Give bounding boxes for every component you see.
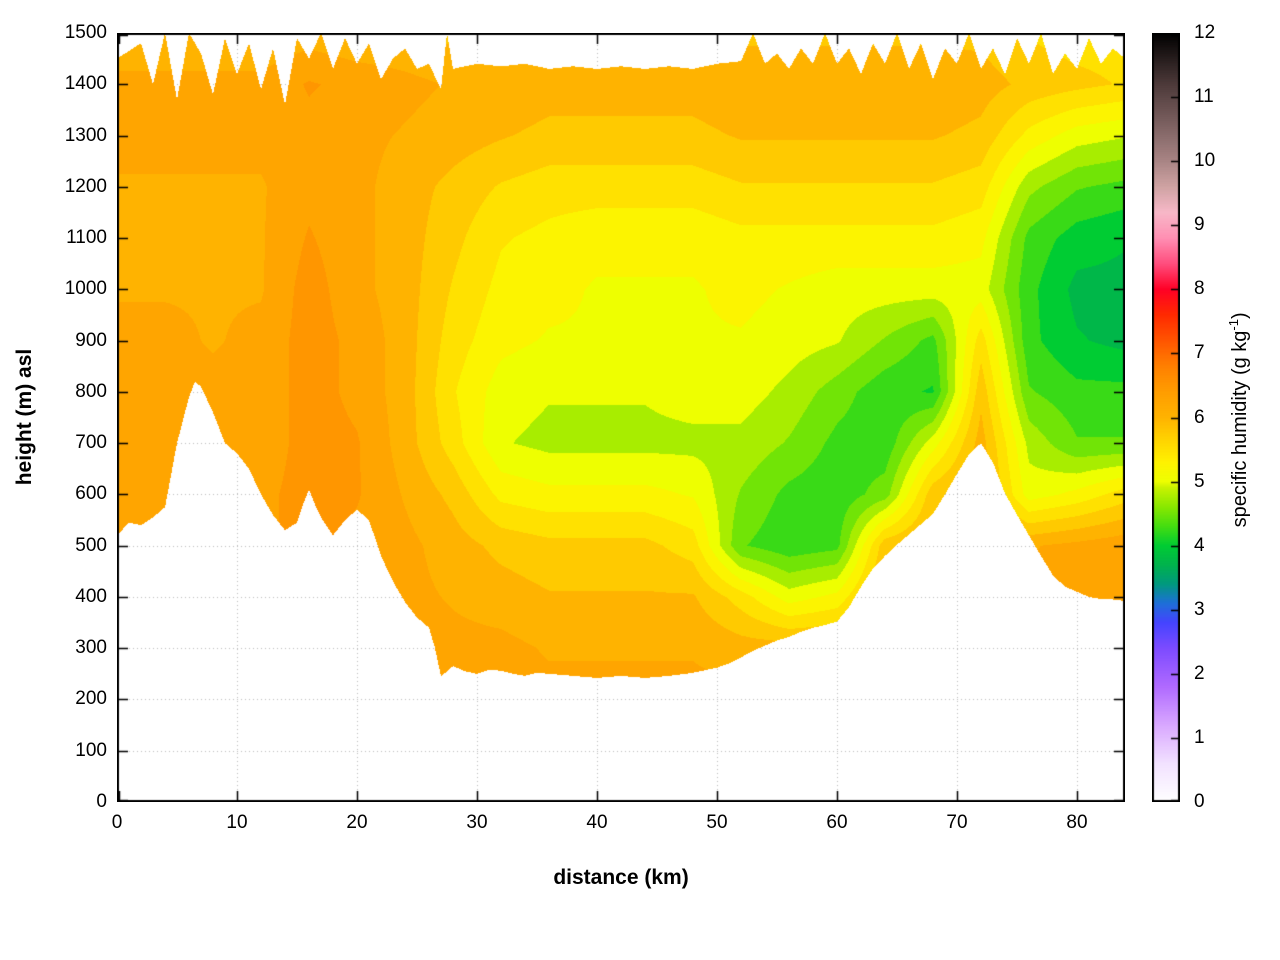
y-tick-label: 100 — [75, 739, 107, 761]
contour-heatmap-canvas — [117, 33, 1125, 802]
colorbar-tick-label: 11 — [1194, 86, 1214, 108]
y-axis-title: height (m) asl — [13, 348, 36, 486]
x-tick-label: 40 — [586, 812, 608, 833]
colorbar-tick-label: 10 — [1194, 150, 1216, 172]
colorbar-tick-label: 12 — [1194, 22, 1216, 43]
colorbar-tick-label: 3 — [1194, 598, 1205, 620]
y-tick-label: 1400 — [64, 73, 107, 95]
colorbar-tick-label: 0 — [1194, 791, 1205, 812]
y-tick-label: 1200 — [64, 175, 107, 197]
y-tick-label: 1500 — [64, 22, 107, 43]
y-tick-label: 600 — [75, 483, 107, 505]
y-tick-label: 300 — [75, 637, 107, 659]
x-tick-label: 60 — [826, 812, 848, 833]
y-tick-label: 1000 — [64, 278, 107, 300]
y-tick-label: 800 — [75, 380, 107, 402]
colorbar-gradient — [1152, 33, 1180, 802]
x-tick-label: 50 — [706, 812, 728, 833]
colorbar-tick-label: 8 — [1194, 278, 1205, 300]
colorbar-title-close: ) — [1228, 312, 1251, 320]
y-tick-label: 200 — [75, 688, 107, 710]
y-tick-label: 500 — [75, 534, 107, 556]
x-tick-label: 20 — [346, 812, 368, 833]
y-tick-label: 700 — [75, 432, 107, 454]
x-tick-label: 0 — [111, 812, 123, 833]
colorbar-title-superscript: -1 — [1226, 319, 1242, 331]
x-tick-label: 80 — [1066, 812, 1088, 833]
y-tick-label: 900 — [75, 329, 107, 351]
x-tick-label: 30 — [466, 812, 488, 833]
y-tick-label: 400 — [75, 585, 107, 607]
y-tick-label: 1100 — [66, 227, 107, 249]
y-tick-label: 0 — [96, 791, 107, 812]
y-tick-label: 1300 — [64, 124, 107, 146]
x-tick-label: 70 — [946, 812, 968, 833]
x-tick-label: 10 — [226, 812, 248, 833]
colorbar-tick-label: 6 — [1194, 406, 1205, 428]
colorbar-tick-label: 4 — [1194, 534, 1205, 556]
colorbar-tick-label: 1 — [1194, 726, 1205, 748]
x-axis-title: distance (km) — [553, 866, 689, 889]
colorbar-tick-label: 2 — [1194, 662, 1205, 684]
colorbar-tick-label: 7 — [1194, 342, 1205, 364]
colorbar-tick-label: 5 — [1194, 470, 1205, 492]
colorbar-tick-label: 9 — [1194, 214, 1205, 236]
